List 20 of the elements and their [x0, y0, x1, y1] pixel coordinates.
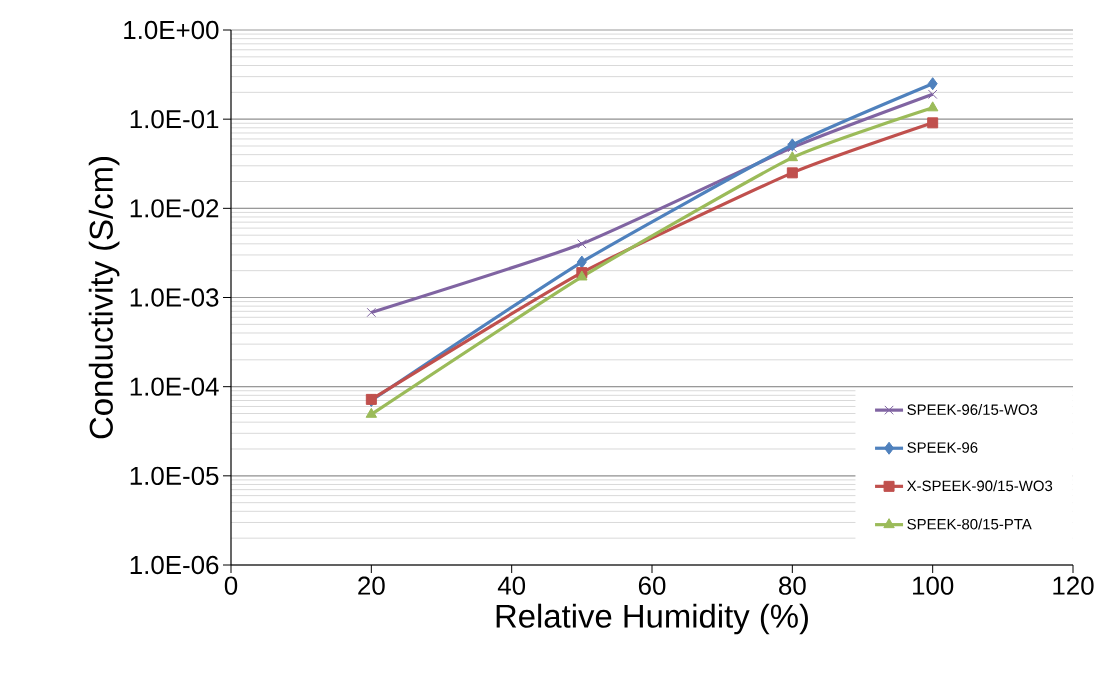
y-tick-label: 1.0E-02	[130, 199, 219, 218]
x-tick-label: 40	[497, 576, 526, 595]
x-tick-label: 120	[1053, 576, 1094, 595]
legend-label: SPEEK-96/15-WO3	[907, 403, 1038, 415]
y-tick-label: 1.0E+00	[124, 20, 219, 40]
y-tick-label: 1.0E-06	[130, 555, 219, 575]
y-axis-title: Conductivity (S/cm)	[88, 157, 120, 439]
x-tick-label: 60	[638, 576, 666, 595]
y-tick-label: 1.0E-04	[130, 377, 219, 396]
x-axis-title: Relative Humidity (%)	[496, 603, 808, 635]
y-tick-label: 1.0E-03	[130, 288, 219, 307]
x-tick-label: 0	[224, 576, 238, 595]
legend-label: SPEEK-96	[907, 442, 978, 453]
y-tick-label: 1.0E-01	[130, 109, 219, 129]
x-tick-label: 100	[913, 576, 954, 595]
legend-label: X-SPEEK-90/15-WO3	[906, 480, 1053, 492]
x-tick-label: 20	[358, 576, 385, 595]
x-tick-label: 80	[779, 576, 806, 595]
legend-label: SPEEK-80/15-PTA	[907, 518, 1032, 530]
y-tick-label: 1.0E-05	[130, 466, 219, 486]
